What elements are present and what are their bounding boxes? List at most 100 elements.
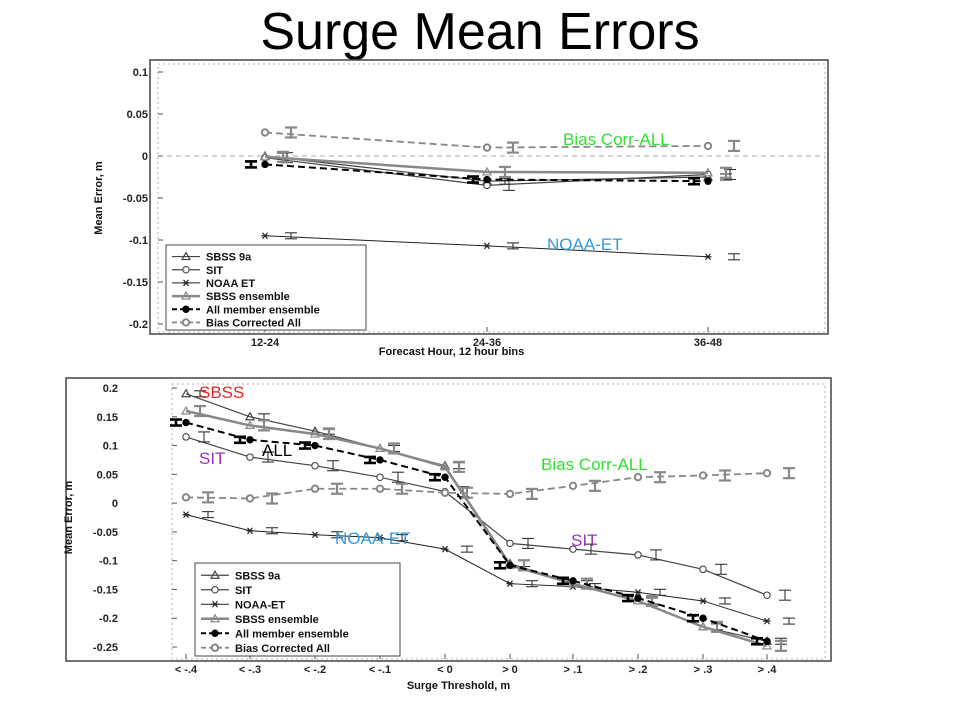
bottom-bias-corrected-all-point-5	[505, 489, 515, 499]
top-sbss-ensemble-point-1	[481, 166, 493, 176]
bottom-errbar-4-7	[622, 593, 634, 603]
bottom-sit-point-0	[182, 433, 190, 441]
bottom-errbar-4-0	[170, 418, 182, 427]
bottom-series-line-3	[185, 409, 768, 648]
bottom-annotation-5: SIT	[571, 531, 597, 550]
bottom-frame	[65, 377, 832, 662]
bottom-series-all-member-ensemble	[170, 418, 771, 646]
bottom-noaa-et-point-0	[182, 511, 190, 519]
bottom-errbar-5-9	[783, 467, 795, 480]
bottom-errbar-5-3	[396, 482, 408, 495]
bottom-noaa-et-point-1	[246, 527, 254, 535]
bottom-ytick-label-0: 0.2	[103, 383, 118, 395]
bottom-bias-corrected-all-point-2	[310, 484, 320, 493]
bottom-errbar-2-8	[719, 597, 731, 605]
top-frame	[149, 59, 829, 335]
top-series-noaa-et	[261, 232, 740, 261]
bottom-legend-sbss-ensemble-point-swatch	[209, 613, 221, 623]
bottom-noaa-et-point-3-d2	[377, 534, 383, 542]
bottom-noaa-et-point-9-d2	[764, 617, 770, 625]
bottom-errbar-1-0	[198, 431, 210, 443]
bottom-series-line-4	[185, 421, 768, 643]
bottom-noaa-et-point-5	[506, 580, 514, 588]
top-noaa-et-point-1-d2	[484, 242, 490, 250]
top-errbar-4-2	[688, 176, 700, 186]
top-legend-noaa-et-point-swatch-d2	[183, 279, 189, 287]
bottom-errbar-3-0	[194, 404, 206, 418]
bottom-sit-point-1	[246, 453, 254, 461]
bottom-annotation-2: ALL	[262, 441, 292, 460]
bottom-errbar-5-1	[266, 492, 278, 505]
bottom-annotation-3: Bias Corr-ALL	[541, 455, 648, 474]
bottom-ytick-label-9: -0.25	[93, 642, 118, 654]
top-y-axis-label: Mean Error, m	[93, 161, 105, 235]
top-noaa-et-point-0-d2	[262, 232, 268, 240]
bottom-legend-label-4: All member ensemble	[235, 628, 349, 640]
bottom-noaa-et-point-4-d2	[442, 545, 448, 553]
bottom-noaa-et-point-8	[699, 597, 707, 605]
bottom-noaa-et-point-0-d2	[183, 511, 189, 519]
bottom-ytick-label-5: -0.05	[93, 527, 118, 539]
bottom-chart-group: 0.2 0.15 0.1 0.05 0 -0.05 -0.1 -0.15 -0.2 -0.25 < …	[63, 377, 832, 692]
bottom-ytick-label-1: 0.15	[97, 412, 118, 424]
bottom-errbar-5-7	[654, 471, 666, 484]
bottom-legend-sbss-9a-point-swatch	[209, 570, 221, 579]
bottom-plot-area	[171, 383, 826, 660]
bottom-sit-point-5	[506, 539, 514, 548]
bottom-xtick-label-8: > .3	[694, 664, 713, 676]
bottom-errbar-3-7	[646, 594, 658, 608]
bottom-legend-all-member-ensemble-point-swatch	[211, 629, 219, 637]
top-legend-label-1: SIT	[206, 265, 223, 277]
bottom-legend-label-0: SBSS 9a	[235, 570, 281, 582]
top-ytick-label-6: -0.2	[129, 319, 148, 331]
bottom-legend-noaa-et-point-swatch	[211, 600, 219, 608]
bottom-xtick-label-3: < -.1	[369, 664, 391, 676]
top-errbar-2-2	[728, 253, 740, 261]
top-bias-corrected-all-point-2	[703, 141, 713, 151]
top-ytick-label-3: -0.05	[123, 193, 148, 205]
bottom-sbss-ensemble-point-1	[244, 420, 256, 430]
top-noaa-et-point-0	[261, 232, 269, 240]
top-annotation-0: Bias Corr-ALL	[563, 130, 670, 149]
bottom-sit-point-3	[376, 473, 384, 481]
bottom-errbar-4-6	[557, 576, 569, 586]
bottom-bias-corrected-all-point-9	[762, 468, 772, 478]
bottom-sit-point-8	[699, 565, 707, 574]
bottom-bias-corrected-all-point-6	[568, 481, 578, 491]
bottom-noaa-et-point-4	[441, 545, 449, 553]
bottom-sbss-ensemble-point-8	[697, 621, 709, 631]
bottom-bias-corrected-all-point-1	[245, 494, 255, 503]
bottom-errbar-3-3	[388, 442, 400, 455]
top-errbar-5-2	[728, 139, 740, 153]
slide-title: Surge Mean Errors	[260, 3, 700, 61]
bottom-errbar-1-9	[779, 589, 791, 601]
bottom-ytick-label-2: 0.1	[103, 441, 118, 453]
bottom-bias-corrected-all-point-7	[633, 473, 643, 482]
bottom-sbss-ensemble-point-2	[309, 428, 321, 438]
top-errbar-3-2	[720, 166, 732, 179]
top-ytick-label-1: 0.05	[127, 109, 148, 121]
bottom-errbar-1-1	[262, 451, 274, 463]
bottom-bias-corrected-all-point-4	[440, 488, 450, 497]
top-legend-all-member-ensemble-point-swatch	[182, 305, 190, 313]
top-sbss-ensemble-point-0	[259, 151, 271, 161]
bottom-errbar-3-1	[258, 419, 270, 432]
bottom-all-member-ensemble-point-9	[763, 637, 771, 645]
bottom-y-axis-label: Mean Error, m	[63, 481, 75, 555]
top-errbar-5-1	[507, 141, 519, 154]
bottom-noaa-et-point-1-d2	[247, 527, 253, 535]
bottom-all-member-ensemble-point-2	[311, 441, 319, 450]
top-noaa-et-point-1	[483, 242, 491, 250]
top-legend-label-4: All member ensemble	[206, 304, 320, 316]
bottom-all-member-ensemble-point-7	[634, 594, 642, 602]
bottom-series-line-5	[185, 472, 768, 500]
bottom-errbar-5-2	[331, 482, 343, 495]
top-ytick-label-0: 0.1	[133, 67, 148, 79]
bottom-noaa-et-point-5-d2	[507, 580, 513, 588]
bottom-errbar-3-4	[453, 460, 465, 473]
bottom-sit-point-9	[763, 591, 771, 599]
top-errbar-3-1	[499, 165, 511, 179]
bottom-legend-bias-corrected-all-point-swatch	[210, 643, 220, 652]
bottom-xtick-label-4: < 0	[437, 664, 453, 676]
